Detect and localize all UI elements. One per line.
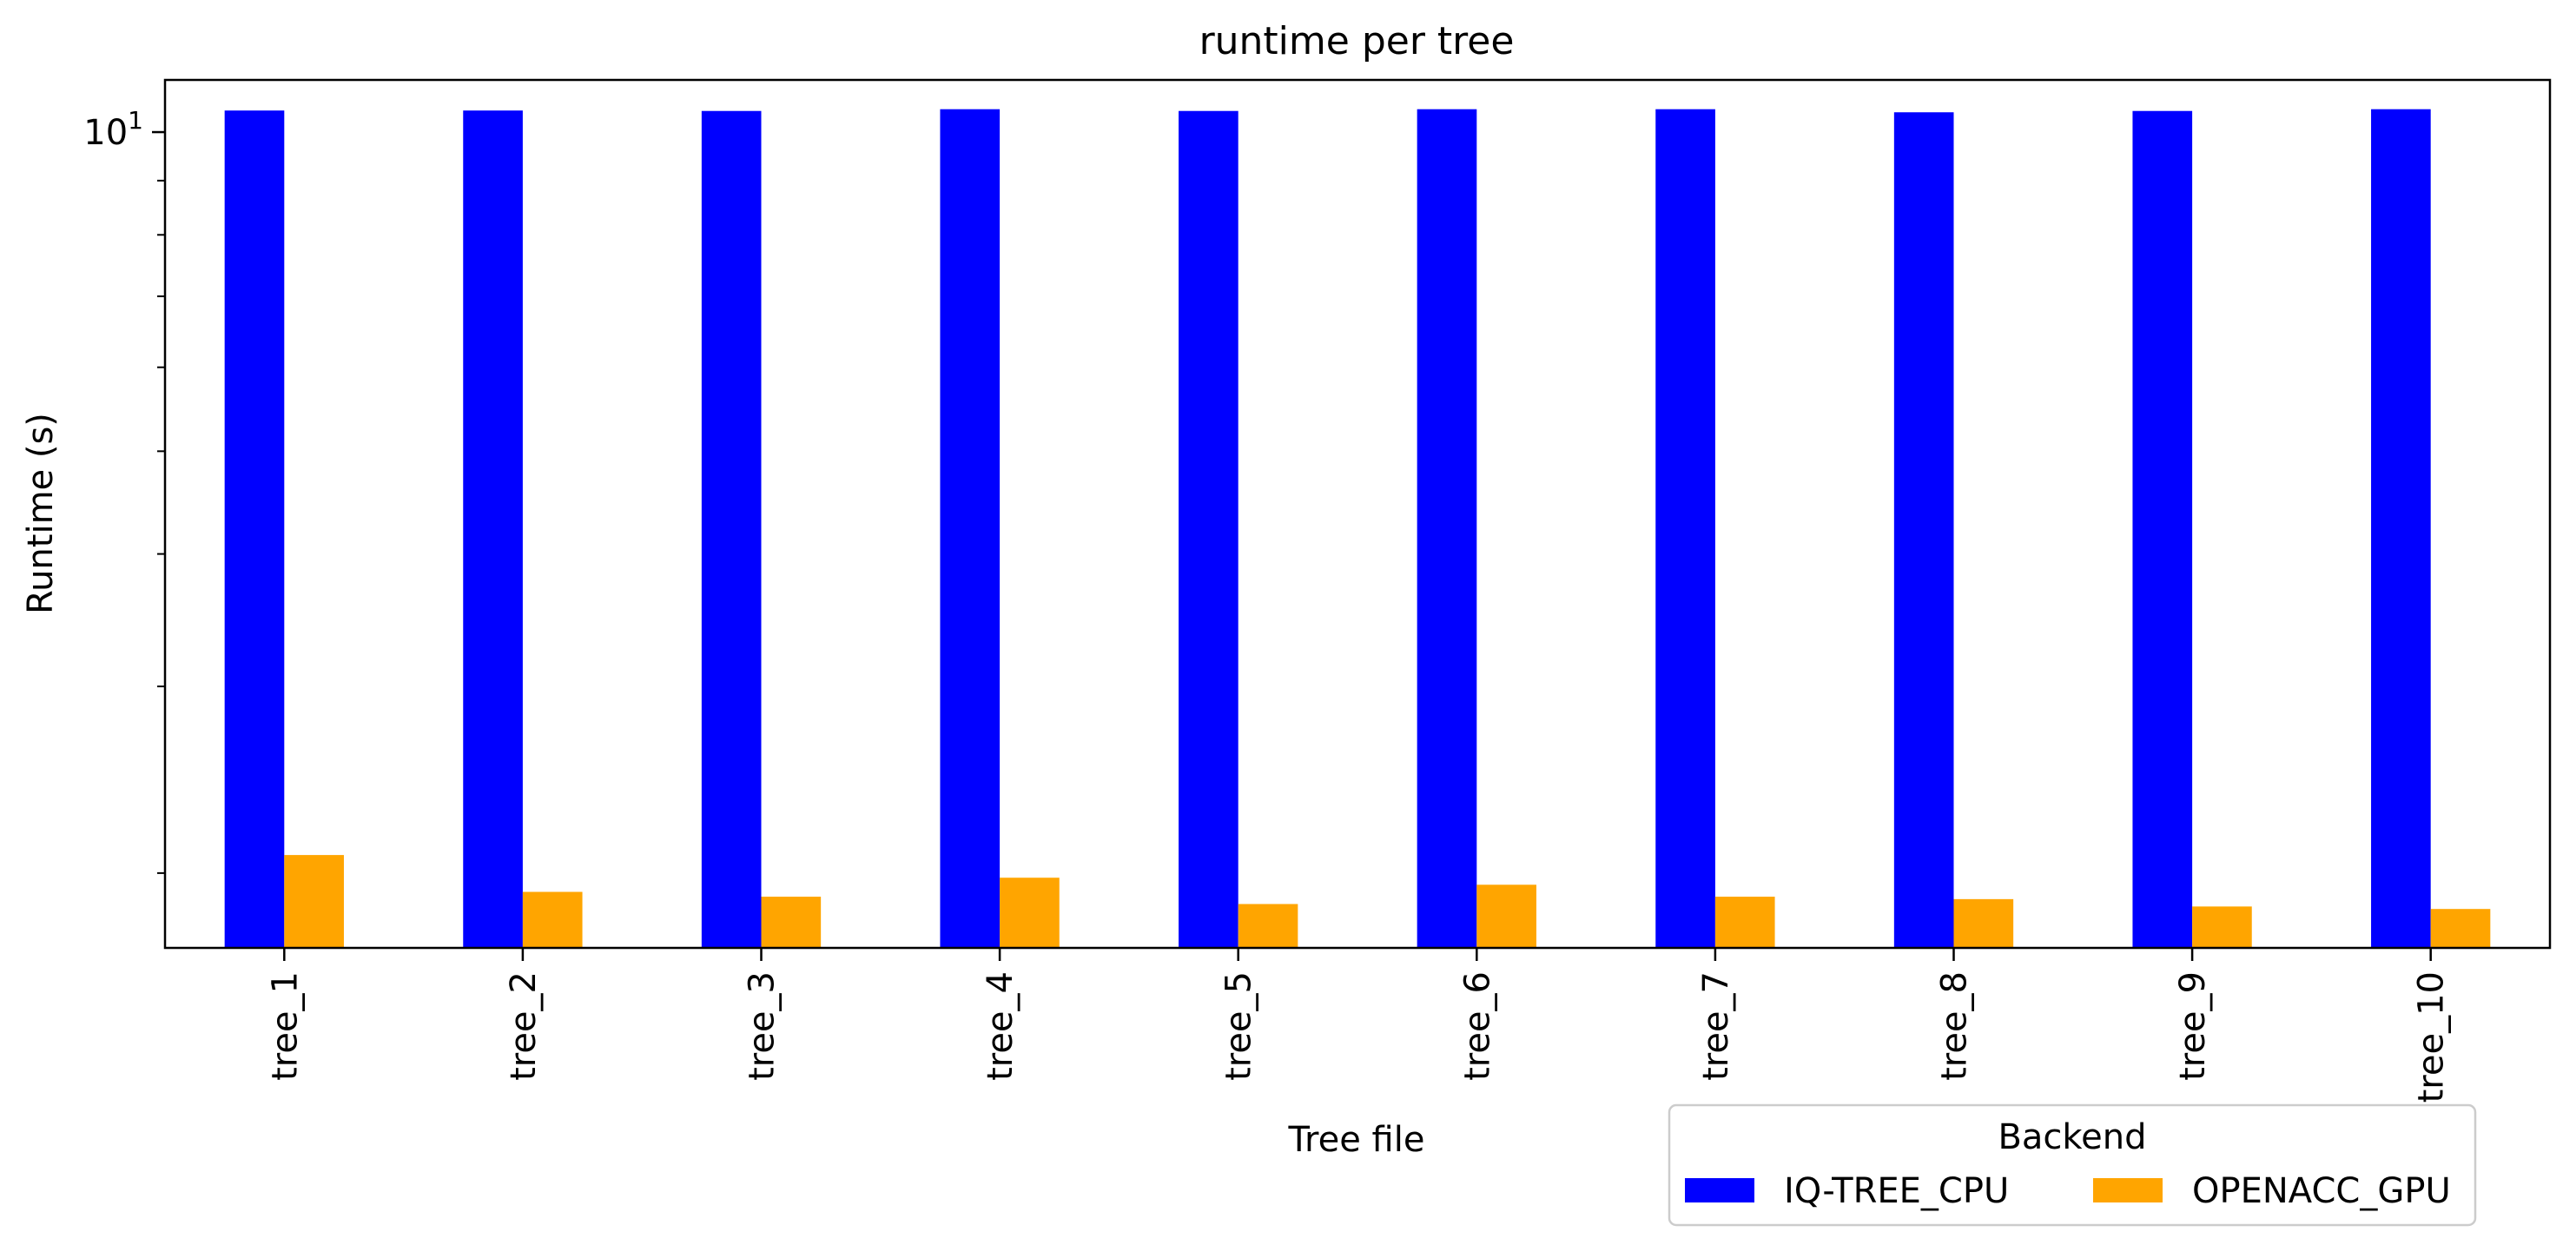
bar-iq-tree-cpu-tree-6 [1417, 109, 1477, 949]
bar-iq-tree-cpu-tree-10 [2371, 109, 2431, 949]
bar-iq-tree-cpu-tree-1 [224, 110, 285, 949]
legend-label-iq-tree-cpu: IQ-TREE_CPU [1784, 1171, 2009, 1211]
x-tick-label-tree-3: tree_3 [743, 971, 783, 1081]
bar-iq-tree-cpu-tree-8 [1893, 112, 1954, 948]
y-ticks: 101 [83, 106, 165, 153]
bar-iq-tree-cpu-tree-9 [2132, 110, 2193, 949]
plot-frame [163, 78, 2552, 950]
x-axis-label: Tree file [1288, 1120, 1425, 1160]
bar-openacc-gpu-tree-1 [284, 855, 344, 948]
legend-label-openacc-gpu: OPENACC_GPU [2192, 1171, 2451, 1211]
bar-openacc-gpu-tree-9 [2192, 906, 2252, 948]
x-tick-label-tree-5: tree_5 [1219, 971, 1259, 1081]
bar-openacc-gpu-tree-5 [1238, 904, 1298, 948]
bar-openacc-gpu-tree-10 [2430, 909, 2491, 948]
legend: Backend IQ-TREE_CPU OPENACC_GPU [1668, 1103, 2477, 1227]
x-tick-label-tree-1: tree_1 [265, 971, 305, 1081]
bar-openacc-gpu-tree-8 [1953, 898, 2014, 948]
bar-openacc-gpu-tree-6 [1476, 884, 1536, 948]
legend-swatch-iq-tree-cpu [1685, 1178, 1754, 1202]
x-tick-label-tree-4: tree_4 [981, 971, 1020, 1081]
x-tick-label-tree-9: tree_9 [2173, 971, 2213, 1081]
bar-iq-tree-cpu-tree-4 [940, 109, 1001, 949]
x-tick-label-tree-8: tree_8 [1935, 971, 1975, 1081]
x-tick-label-tree-10: tree_10 [2412, 971, 2452, 1103]
x-ticks: tree_1 tree_2 tree_3 tree_4 tree_5 tree_6 tree… [265, 948, 2452, 1103]
legend-swatch-openacc-gpu [2093, 1178, 2163, 1202]
bar-iq-tree-cpu-tree-7 [1655, 109, 1715, 949]
bar-iq-tree-cpu-tree-2 [463, 110, 523, 949]
x-tick-label-tree-2: tree_2 [504, 971, 544, 1081]
bar-openacc-gpu-tree-4 [1000, 878, 1060, 948]
bar-iq-tree-cpu-tree-5 [1179, 110, 1238, 949]
bar-openacc-gpu-tree-2 [522, 891, 583, 948]
bar-openacc-gpu-tree-3 [761, 897, 822, 948]
y-axis-label: Runtime (s) [21, 413, 61, 614]
x-tick-label-tree-7: tree_7 [1696, 971, 1736, 1081]
bar-iq-tree-cpu-tree-3 [701, 110, 762, 949]
plot-bars [224, 109, 2491, 949]
chart-title: runtime per tree [1199, 19, 1515, 63]
bar-openacc-gpu-tree-7 [1714, 897, 1775, 948]
y-minor-ticks [157, 179, 165, 874]
legend-title: Backend [1998, 1117, 2146, 1157]
x-tick-label-tree-6: tree_6 [1457, 971, 1497, 1081]
legend-frame [1668, 1103, 2477, 1227]
y-tick-label: 101 [83, 106, 143, 153]
